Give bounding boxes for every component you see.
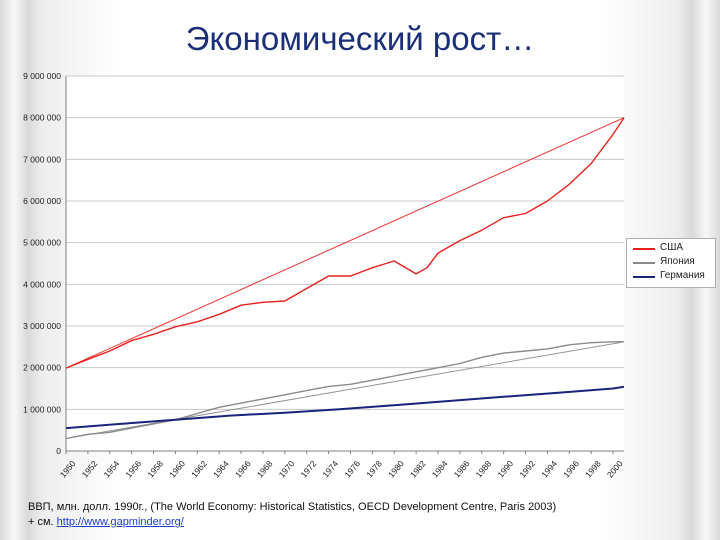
legend-item-germany: Германия: [633, 270, 713, 284]
x-tick-label: 1964: [211, 458, 231, 479]
x-tick-label: 1982: [408, 458, 428, 479]
x-tick-label: 1956: [123, 458, 143, 479]
x-tick-label: 1968: [255, 458, 275, 479]
legend-label-germany: Германия: [660, 270, 705, 281]
x-tick-label: 1996: [561, 458, 581, 479]
x-tick-label: 1950: [58, 458, 78, 479]
x-tick-label: 1986: [452, 458, 472, 479]
source-note: ВВП, млн. долл. 1990г., (The World Econo…: [28, 500, 708, 530]
y-tick-label: 1 000 000: [23, 404, 61, 414]
x-tick-label: 1978: [364, 458, 384, 479]
x-tick-label: 2000: [605, 458, 625, 479]
y-tick-label: 3 000 000: [23, 321, 61, 331]
x-tick-label: 1958: [145, 458, 165, 479]
x-tick-label: 1998: [583, 458, 603, 479]
x-tick-label: 1952: [80, 458, 100, 479]
x-tick-label: 1966: [233, 458, 253, 479]
series-line-0: [65, 117, 625, 369]
legend-label-usa: США: [660, 242, 684, 253]
legend-label-japan: Япония: [660, 256, 695, 267]
y-tick-label: 9 000 000: [23, 71, 61, 81]
x-tick-label: 1974: [320, 458, 340, 479]
x-tick-label: 1962: [189, 458, 209, 479]
see-also-prefix: + см.: [28, 516, 57, 528]
x-tick-label: 1994: [539, 458, 559, 479]
x-tick-label: 1990: [495, 458, 515, 479]
legend-item-japan: Япония: [633, 256, 713, 270]
y-tick-label: 4 000 000: [23, 279, 61, 289]
y-tick-label: 2 000 000: [23, 363, 61, 373]
legend-swatch-japan: [633, 262, 655, 264]
x-tick-label: 1980: [386, 458, 406, 479]
see-also-line: + см. http://www.gapminder.org/: [28, 515, 708, 530]
x-tick-label: 1972: [298, 458, 318, 479]
x-tick-label: 1992: [517, 458, 537, 479]
trend-line-1: [65, 341, 625, 439]
x-tick-label: 1984: [430, 458, 450, 479]
x-tick-label: 1960: [167, 458, 187, 479]
x-tick-label: 1954: [102, 458, 122, 479]
series-line-2: [65, 385, 625, 430]
x-tick-label: 1976: [342, 458, 362, 479]
y-tick-label: 7 000 000: [23, 154, 61, 164]
x-tick-label: 1988: [474, 458, 494, 479]
plot-area: [66, 76, 624, 451]
slide-title: Экономический рост…: [185, 20, 535, 57]
legend-swatch-germany: [633, 276, 655, 278]
y-tick-label: 5 000 000: [23, 238, 61, 248]
y-tick-label: 0: [56, 446, 61, 456]
source-citation: ВВП, млн. долл. 1990г., (The World Econo…: [28, 501, 557, 513]
x-tick-label: 1970: [277, 458, 297, 479]
legend-swatch-usa: [633, 248, 655, 250]
chart-legend: США Япония Германия: [626, 238, 716, 288]
trend-line-0: [65, 117, 625, 369]
y-tick-label: 6 000 000: [23, 196, 61, 206]
gapminder-link[interactable]: http://www.gapminder.org/: [56, 516, 184, 528]
y-tick-label: 8 000 000: [23, 113, 61, 123]
legend-item-usa: США: [633, 242, 713, 256]
